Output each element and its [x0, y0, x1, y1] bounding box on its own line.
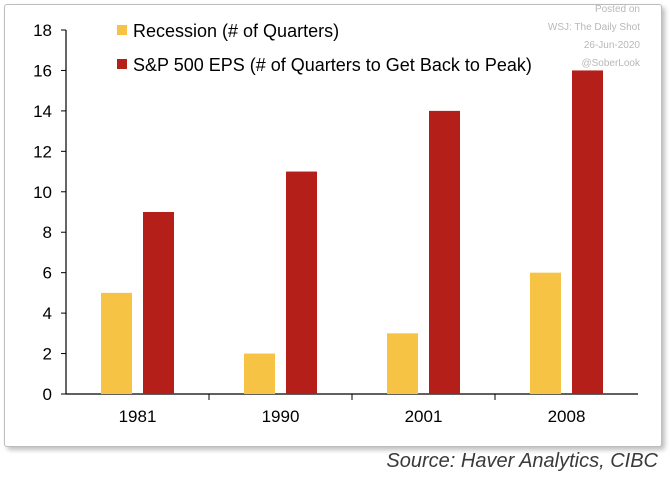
legend-label: S&P 500 EPS (# of Quarters to Get Back t… [133, 55, 532, 75]
legend-label: Recession (# of Quarters) [133, 21, 339, 41]
legend-swatch [117, 25, 127, 35]
bar-recession-1990 [244, 353, 275, 394]
x-tick-label: 1990 [262, 407, 300, 426]
watermark: Posted on WSJ: The Daily Shot 26-Jun-202… [548, 1, 640, 73]
y-tick-label: 18 [33, 21, 52, 40]
x-tick-label: 2008 [548, 407, 586, 426]
bar-recession-2008 [530, 272, 561, 394]
legend-swatch [117, 59, 127, 69]
watermark-line-4: @SoberLook [581, 58, 640, 69]
y-tick-label: 4 [43, 304, 52, 323]
source-note: Source: Haver Analytics, CIBC [386, 450, 658, 472]
y-tick-label: 14 [33, 102, 52, 121]
y-tick-label: 12 [33, 142, 52, 161]
y-tick-label: 0 [43, 385, 52, 404]
y-tick-label: 2 [43, 345, 52, 364]
y-tick-label: 8 [43, 223, 52, 242]
x-tick-label: 1981 [119, 407, 157, 426]
bar-eps-1990 [286, 171, 317, 394]
watermark-line-1: Posted on [594, 4, 640, 15]
y-tick-label: 16 [33, 61, 52, 80]
y-tick-label: 6 [43, 264, 52, 283]
watermark-line-3: 26-Jun-2020 [583, 40, 640, 51]
bar-recession-2001 [387, 333, 418, 394]
y-tick-label: 10 [33, 183, 52, 202]
x-tick-label: 2001 [405, 407, 443, 426]
bar-recession-1981 [101, 292, 132, 394]
watermark-line-2: WSJ: The Daily Shot [547, 22, 640, 33]
bar-eps-1981 [143, 212, 174, 394]
bar-eps-2008 [572, 70, 603, 394]
bar-eps-2001 [429, 110, 460, 394]
